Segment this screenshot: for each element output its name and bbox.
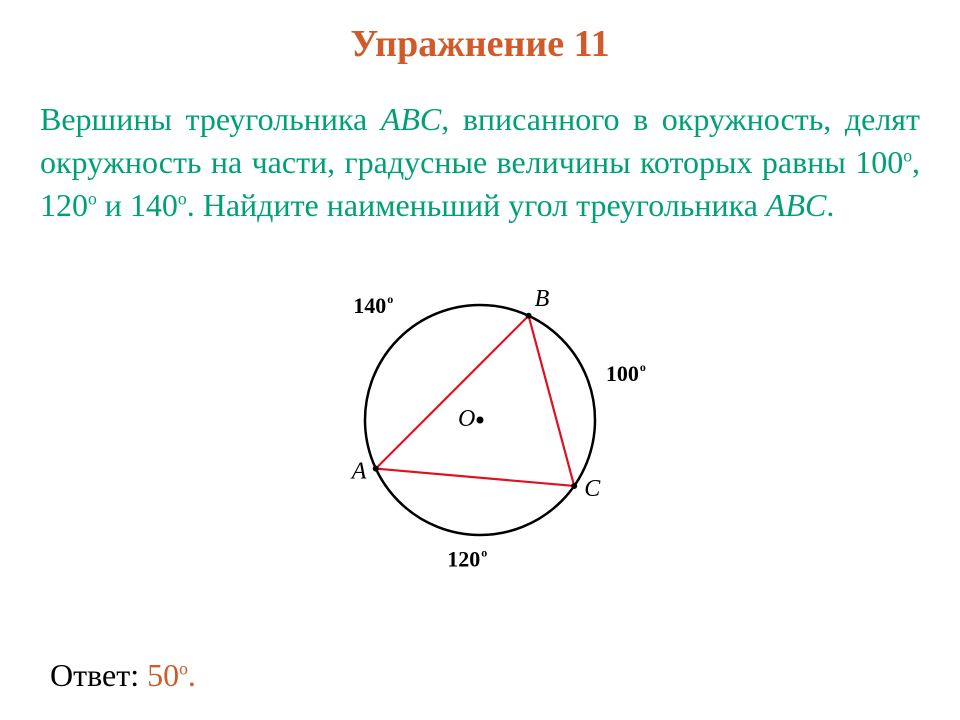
- vertex-c-label: C: [584, 476, 601, 502]
- vertex-b-label: B: [535, 285, 550, 311]
- answer-deg: о: [179, 658, 188, 678]
- problem-part5: . Найдите наименьший угол треугольника: [187, 187, 766, 223]
- center-label: O: [458, 406, 475, 432]
- problem-abc-1: ABC: [381, 101, 441, 137]
- problem-part4: и 140: [97, 187, 178, 223]
- deg-3: о: [178, 189, 187, 209]
- answer-line: Ответ: 50о.: [50, 657, 196, 694]
- exercise-title: Упражнение 11: [40, 22, 920, 66]
- answer-label: Ответ:: [50, 657, 147, 693]
- vertex-a-label: A: [350, 458, 367, 484]
- vertex-a-dot: [373, 465, 379, 471]
- deg-1: о: [903, 146, 912, 166]
- answer-value: 50: [147, 657, 179, 693]
- vertex-c-dot: [571, 483, 577, 489]
- arc-label-ca: 120o: [447, 545, 487, 571]
- problem-text: Вершины треугольника ABC, вписанного в о…: [40, 98, 920, 228]
- vertex-b-dot: [526, 312, 532, 318]
- problem-abc-2: ABC: [766, 187, 826, 223]
- inscribed-triangle-diagram: A B C O 140o 100o 120o: [300, 260, 660, 580]
- arc-label-ab: 140o: [353, 292, 393, 318]
- center-dot: [477, 416, 484, 423]
- figure-container: A B C O 140o 100o 120o: [40, 260, 920, 585]
- answer-period: .: [188, 657, 196, 693]
- problem-part6: .: [826, 187, 834, 223]
- triangle-abc: [376, 315, 574, 485]
- deg-2: о: [88, 189, 97, 209]
- arc-label-bc: 100o: [606, 359, 646, 385]
- problem-part1: Вершины треугольника: [40, 101, 381, 137]
